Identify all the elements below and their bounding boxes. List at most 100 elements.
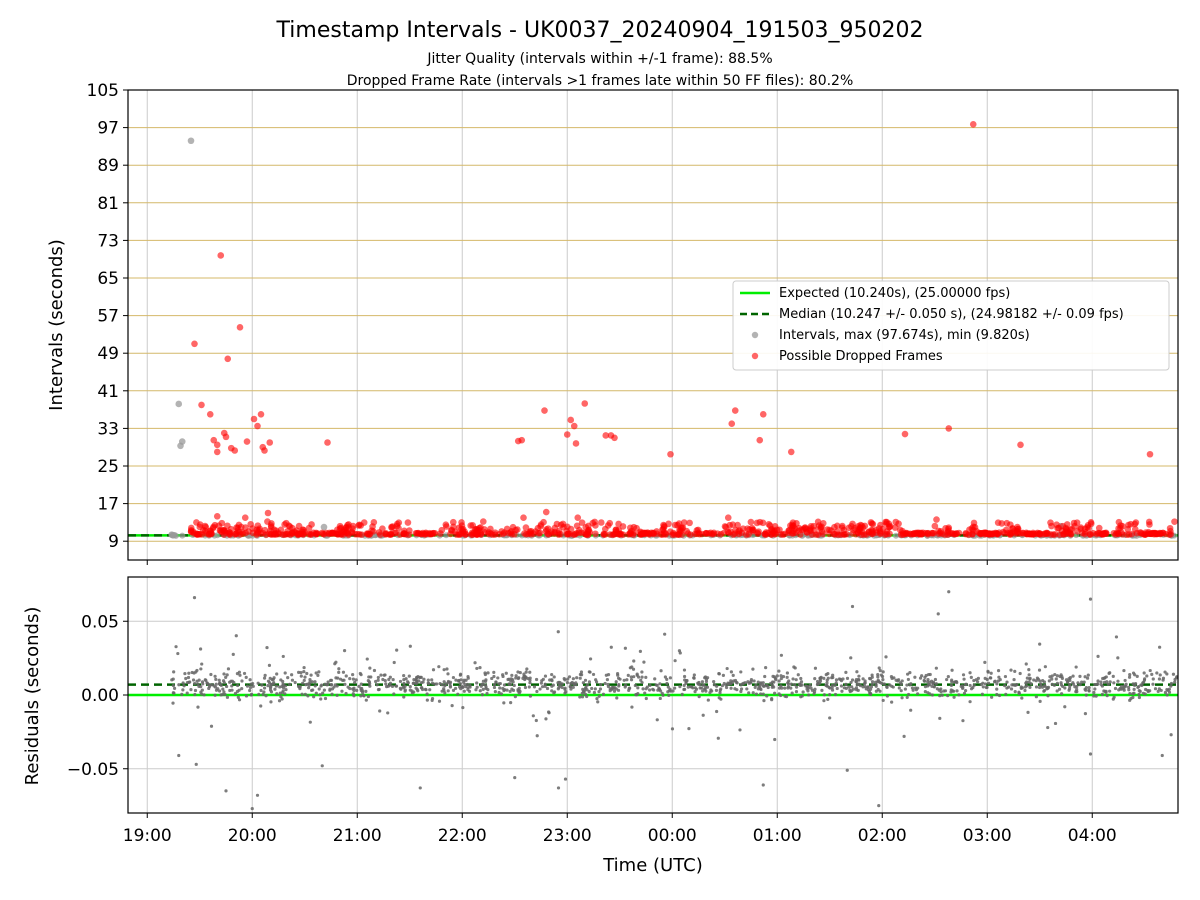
residual-point	[189, 688, 193, 692]
residual-point	[751, 691, 755, 695]
residual-point	[430, 696, 435, 701]
residual-point	[632, 659, 636, 663]
residual-point	[916, 692, 920, 696]
residual-point	[233, 691, 238, 696]
residual-point	[874, 684, 878, 688]
residual-point	[459, 678, 463, 682]
residual-point	[248, 688, 252, 693]
residuals-y-axis-label: Residuals (seconds)	[22, 607, 43, 786]
residual-point	[588, 670, 592, 674]
residual-point	[812, 691, 816, 696]
residual-point	[658, 696, 662, 701]
residual-point	[265, 645, 269, 650]
dropped-frame-point	[962, 530, 970, 538]
residual-point	[478, 666, 482, 670]
residual-point	[869, 685, 874, 689]
residual-point	[594, 680, 599, 684]
dropped-frame-point	[977, 529, 985, 537]
residual-point	[583, 692, 588, 696]
residual-point	[458, 673, 462, 677]
dropped-frame-point	[776, 526, 783, 534]
residuals-y-tick-label: 0.05	[81, 612, 119, 632]
residual-point	[824, 683, 828, 687]
residual-point	[466, 676, 470, 680]
residual-point	[454, 686, 458, 691]
residual-point	[1028, 685, 1032, 689]
residual-point	[923, 689, 927, 694]
residual-point	[217, 689, 222, 693]
residual-point	[486, 687, 490, 692]
residual-point	[335, 693, 339, 697]
residual-point	[885, 685, 889, 689]
residual-point	[486, 671, 490, 675]
residual-point	[625, 678, 629, 682]
residual-point	[516, 670, 520, 674]
residual-point	[528, 670, 532, 674]
dropped-frame-point	[600, 531, 608, 538]
residual-point	[313, 680, 317, 684]
residual-point	[368, 666, 372, 670]
residual-point	[936, 612, 940, 616]
residual-point	[535, 689, 539, 694]
residual-point	[562, 677, 566, 681]
residual-point	[986, 669, 990, 673]
residual-point	[332, 685, 336, 689]
residual-point	[245, 684, 250, 688]
dropped-frame-point	[535, 529, 542, 537]
residual-point	[892, 676, 896, 680]
residual-point	[833, 683, 837, 687]
residual-point	[377, 687, 381, 692]
residual-point	[283, 671, 287, 675]
residual-point	[789, 682, 793, 686]
residual-point	[946, 675, 950, 679]
residual-point	[590, 686, 594, 691]
residual-point	[547, 710, 551, 714]
dropped-frame-point	[691, 530, 699, 538]
dropped-frame-point	[406, 527, 413, 534]
residual-point	[205, 681, 209, 685]
residual-point	[231, 652, 235, 656]
residual-point	[1087, 685, 1091, 690]
residual-point	[739, 670, 743, 674]
dropped-frame-point	[660, 523, 668, 531]
residual-point	[1099, 680, 1103, 684]
residual-point	[839, 684, 844, 688]
residual-point	[636, 686, 640, 690]
residual-point	[663, 675, 667, 679]
residual-point	[1061, 684, 1065, 689]
dropped-frame-point	[1157, 530, 1164, 538]
residual-point	[340, 689, 344, 693]
residual-point	[1003, 683, 1007, 688]
residual-point	[186, 675, 191, 680]
residual-point	[1055, 674, 1060, 678]
residual-point	[383, 679, 387, 683]
residual-point	[200, 680, 205, 684]
residual-point	[943, 689, 948, 693]
residual-point	[299, 671, 303, 675]
residual-point	[757, 685, 761, 689]
dropped-frame-point	[437, 530, 444, 537]
dropped-frame-point	[619, 523, 627, 530]
dropped-frame-point	[727, 528, 734, 536]
residual-point	[475, 685, 479, 689]
residual-point	[647, 688, 652, 692]
dropped-frame-point	[349, 525, 356, 533]
residual-point	[311, 688, 315, 692]
residual-point	[878, 668, 882, 673]
dropped-frame-point	[724, 514, 732, 521]
residual-point	[665, 681, 669, 686]
residual-point	[1047, 679, 1051, 683]
residual-point	[281, 654, 285, 659]
dropped-frame-point	[581, 400, 589, 407]
dropped-frame-point	[1167, 530, 1175, 538]
residual-point	[550, 689, 554, 693]
residual-point	[761, 692, 765, 696]
dropped-frame-point	[557, 530, 564, 538]
residual-point	[824, 673, 828, 677]
residual-point	[550, 684, 554, 688]
residual-point	[516, 689, 520, 693]
dropped-frame-point	[849, 520, 856, 528]
intervals-y-tick-label: 89	[97, 156, 119, 176]
residual-point	[386, 711, 390, 715]
